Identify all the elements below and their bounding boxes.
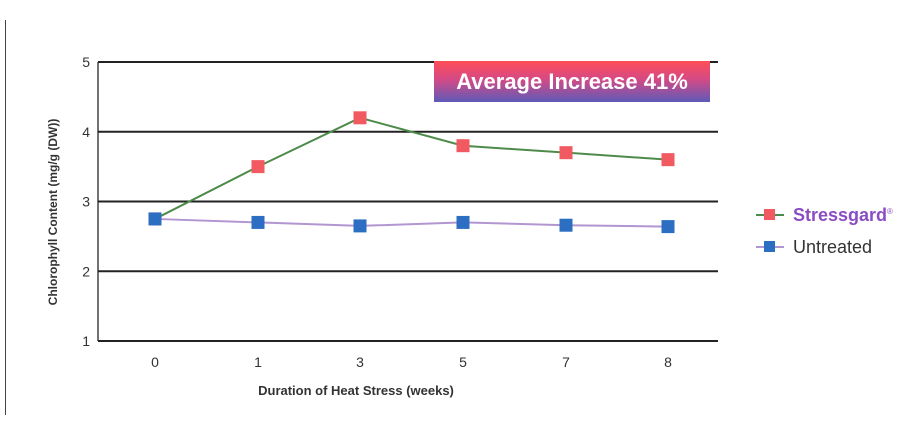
point-untreated-3 [353, 219, 367, 233]
point-untreated-7 [559, 218, 573, 232]
legend-item-untreated: Untreated [756, 233, 893, 261]
point-stressgard-7 [559, 146, 573, 160]
point-untreated-1 [251, 215, 265, 229]
legend-label-untreated: Untreated [793, 236, 873, 257]
x-tick-label-3: 3 [356, 354, 364, 370]
x-tick-label-8: 8 [664, 354, 672, 370]
legend-label-stressgard: Stressgard® [793, 204, 893, 225]
point-untreated-8 [661, 220, 675, 234]
point-stressgard-5 [456, 139, 470, 153]
legend: Stressgard® Untreated [756, 201, 893, 265]
series-line-stressgard [154, 116, 669, 220]
legend-item-stressgard: Stressgard® [756, 201, 893, 229]
x-axis-title: Duration of Heat Stress (weeks) [258, 383, 454, 398]
x-tick-label-1: 1 [254, 354, 262, 370]
banner-text: Average Increase 41% [456, 68, 688, 94]
y-tick-label-3: 3 [82, 194, 90, 210]
legend-swatch-stressgard [756, 208, 784, 222]
point-untreated-0 [148, 212, 162, 226]
point-stressgard-8 [661, 153, 675, 167]
point-untreated-5 [456, 215, 470, 229]
x-tick-label-5: 5 [459, 354, 467, 370]
point-stressgard-1 [251, 160, 265, 174]
left-border-rule [5, 20, 6, 415]
y-tick-label-5: 5 [82, 54, 90, 70]
x-tick-label-7: 7 [562, 354, 570, 370]
average-increase-banner: Average Increase 41% [434, 61, 710, 102]
y-tick-label-4: 4 [82, 124, 90, 140]
y-axis-title: Chlorophyll Content (mg/g (DW)) [46, 119, 60, 306]
series-line-untreated [154, 217, 669, 228]
x-tick-label-0: 0 [151, 354, 159, 370]
legend-swatch-untreated [756, 240, 784, 254]
point-stressgard-3 [353, 111, 367, 125]
y-tick-label-1: 1 [82, 333, 90, 349]
y-tick-label-2: 2 [82, 263, 90, 279]
